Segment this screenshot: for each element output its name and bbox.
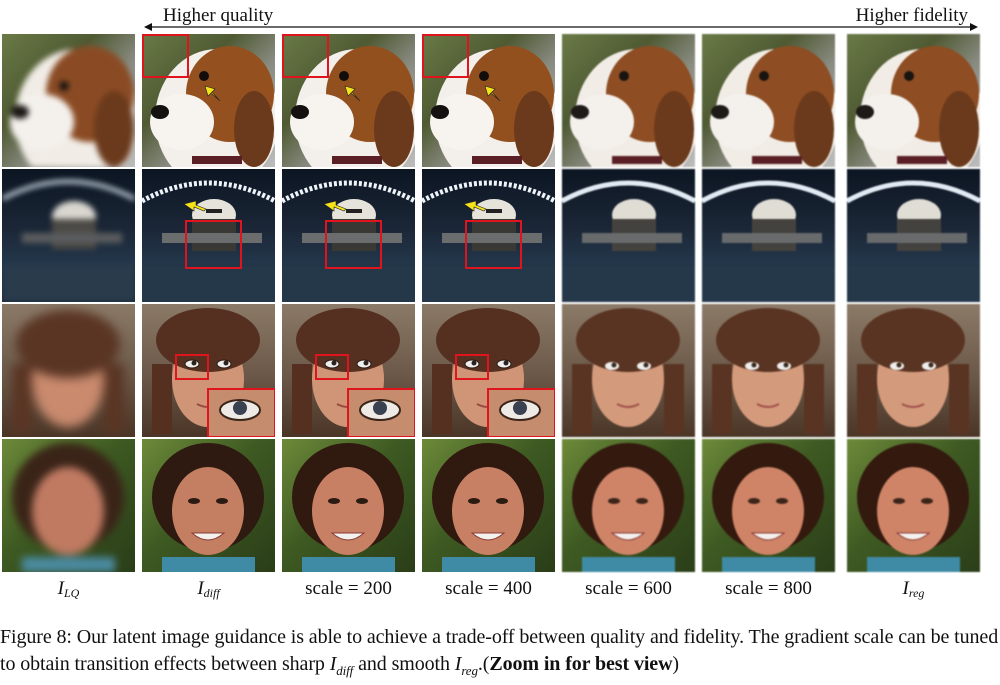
face2-reg-image <box>847 439 980 572</box>
face1-lq-image <box>2 304 135 437</box>
caption-text-1: Our latent image guidance is able to ach… <box>0 626 999 675</box>
shuttle-lq-image <box>2 169 135 302</box>
face2-lq-image <box>2 439 135 572</box>
face1-reg-image <box>847 304 980 437</box>
column-label-scale200: scale = 200 <box>305 578 392 599</box>
shuttle-scale800-image <box>702 169 835 302</box>
dog-scale400-image <box>422 34 555 167</box>
shuttle-reg-image <box>847 169 980 302</box>
higher-fidelity-label: Higher fidelity <box>855 5 968 26</box>
face2-scale800-image <box>702 439 835 572</box>
dog-lq-image <box>2 34 135 167</box>
face2-scale400-image <box>422 439 555 572</box>
face2-diff-image <box>142 439 275 572</box>
dog-scale600-image <box>562 34 695 167</box>
column-label-diff: Idiff <box>197 578 220 600</box>
face1-scale800-image <box>702 304 835 437</box>
column-label-scale400: scale = 400 <box>445 578 532 599</box>
column-label-scale800: scale = 800 <box>725 578 812 599</box>
dog-scale800-image <box>702 34 835 167</box>
shuttle-scale400-image <box>422 169 555 302</box>
caption-var-diff: I <box>329 653 337 675</box>
shuttle-diff-image <box>142 169 275 302</box>
face1-diff-image <box>142 304 275 437</box>
dog-diff-image <box>142 34 275 167</box>
column-label-reg: Ireg <box>902 578 925 600</box>
shuttle-scale200-image <box>282 169 415 302</box>
quality-fidelity-arrow <box>144 23 978 31</box>
dog-scale200-image <box>282 34 415 167</box>
higher-quality-label: Higher quality <box>163 5 274 26</box>
shuttle-scale600-image <box>562 169 695 302</box>
face1-scale200-image <box>282 304 415 437</box>
comparison-grid <box>2 34 980 572</box>
face1-scale600-image <box>562 304 695 437</box>
caption-text-2: and smooth <box>353 653 455 675</box>
caption-zoom-note: Zoom in for best view <box>489 653 673 675</box>
dog-reg-image <box>847 34 980 167</box>
face2-scale600-image <box>562 439 695 572</box>
caption-prefix: Figure 8: <box>0 626 72 648</box>
caption-var-reg: I <box>454 653 462 675</box>
column-label-scale600: scale = 600 <box>585 578 672 599</box>
figure-caption: Figure 8: Our latent image guidance is a… <box>0 626 999 678</box>
face1-scale400-image <box>422 304 555 437</box>
column-label-lq: ILQ <box>57 578 80 600</box>
face2-scale200-image <box>282 439 415 572</box>
